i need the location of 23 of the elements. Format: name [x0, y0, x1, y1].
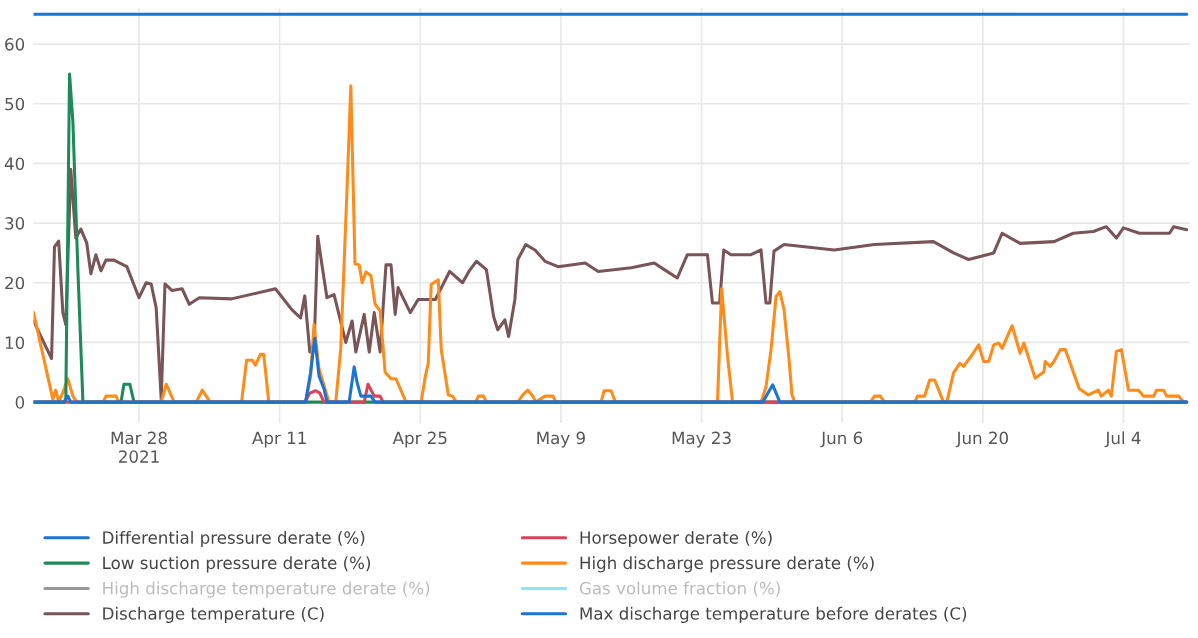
x-tick-label: Jul 4: [1104, 431, 1141, 448]
y-tick-label: 10: [5, 336, 25, 350]
y-tick-label: 0: [15, 396, 25, 409]
legend-label: Differential pressure derate (%): [103, 530, 365, 548]
legend-label: Discharge temperature (C): [103, 606, 324, 623]
y-tick-label: 60: [5, 38, 25, 51]
y-tick-label: 50: [5, 97, 25, 111]
y-tick-label: 20: [5, 276, 25, 290]
x-tick-label: May 9: [537, 431, 585, 448]
y-tick-label: 30: [5, 217, 25, 230]
x-tick-label: Apr 11: [252, 431, 306, 448]
x-tick-label: Mar 28 2021: [111, 431, 167, 463]
y-tick-label: 40: [4, 157, 25, 170]
x-tick-label: Jun 20: [955, 431, 1009, 448]
x-tick-label: Jun 6: [820, 431, 863, 448]
legend-label: High discharge temperature derate (%): [103, 581, 430, 598]
legend-label: Low suction pressure derate (%): [103, 556, 371, 573]
legend-label: Max discharge temperature before derates (C): [580, 606, 967, 623]
legend-label: Gas volume fraction (%): [579, 581, 780, 597]
x-tick-label: Apr 25: [392, 431, 447, 448]
legend-label: High discharge pressure derate (%): [580, 556, 874, 573]
legend-label: Horsepower derate (%): [580, 530, 772, 548]
x-tick-label: May 23: [672, 431, 731, 448]
